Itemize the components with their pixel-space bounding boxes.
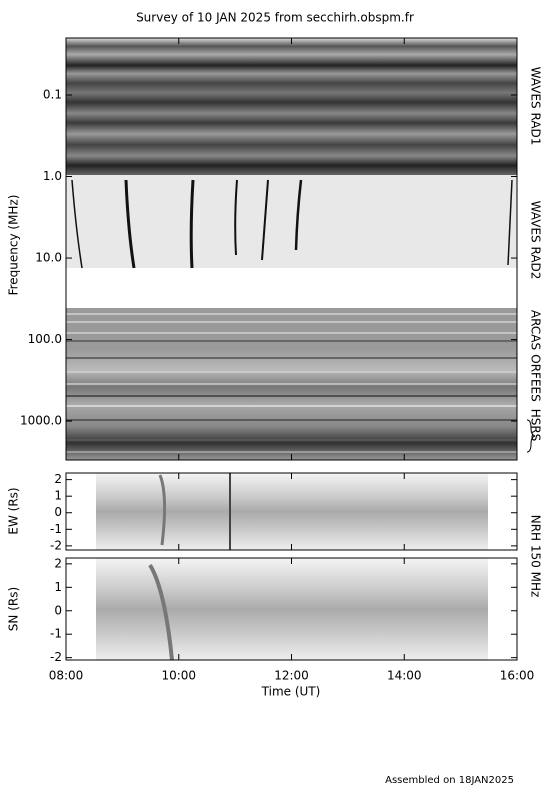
y-tick-label: 0.1 — [43, 87, 62, 101]
y-tick-label: 1 — [54, 489, 62, 503]
y-tick-label: 1.0 — [43, 169, 62, 183]
y-axis-label: EW (Rs) — [7, 487, 21, 534]
ew-image — [96, 473, 488, 550]
orfees-stripes — [66, 357, 517, 453]
y-tick-label: 2 — [54, 472, 62, 486]
arcas-stripes — [66, 313, 517, 342]
nrh-features — [148, 473, 231, 661]
x-tick-label: 10:00 — [161, 669, 196, 683]
instrument-label: NRH 150 MHz — [529, 515, 543, 598]
footer: Assembled on 18JAN2025 — [385, 775, 514, 786]
band-label: ORFEES — [529, 354, 543, 401]
y-tick-label: -1 — [50, 522, 62, 536]
rad1-image — [66, 38, 517, 175]
y-tick-label: 0 — [54, 505, 62, 519]
rad2-image — [66, 175, 517, 268]
rad2-bursts — [71, 179, 513, 269]
y-tick-label: 1 — [54, 580, 62, 594]
y-tick-label: 0 — [54, 603, 62, 617]
hsrs-brace — [526, 419, 536, 453]
sn-image — [96, 558, 488, 660]
orfees-image — [66, 348, 517, 460]
band-label: WAVES RAD1 — [529, 67, 543, 146]
y-axis-label: Frequency (MHz) — [7, 195, 21, 296]
band-label: WAVES RAD2 — [529, 201, 543, 280]
x-tick-label: 08:00 — [49, 669, 84, 683]
y-tick-label: 100.0 — [28, 332, 62, 346]
y-tick-label: -2 — [50, 650, 62, 664]
y-tick-label: 2 — [54, 556, 62, 570]
x-tick-label: 16:00 — [500, 669, 535, 683]
y-tick-label: 10.0 — [35, 251, 62, 265]
y-tick-label: -1 — [50, 627, 62, 641]
x-axis-label: Time (UT) — [261, 685, 321, 699]
title: Survey of 10 JAN 2025 from secchirh.obsp… — [136, 11, 414, 25]
x-tick-label: 14:00 — [387, 669, 422, 683]
y-tick-label: -2 — [50, 538, 62, 552]
x-tick-label: 12:00 — [274, 669, 309, 683]
band-label: HSRS — [529, 409, 543, 442]
y-tick-label: 1000.0 — [20, 414, 62, 428]
y-axis-label: SN (Rs) — [7, 587, 21, 631]
band-label: ARCAS — [529, 310, 543, 350]
